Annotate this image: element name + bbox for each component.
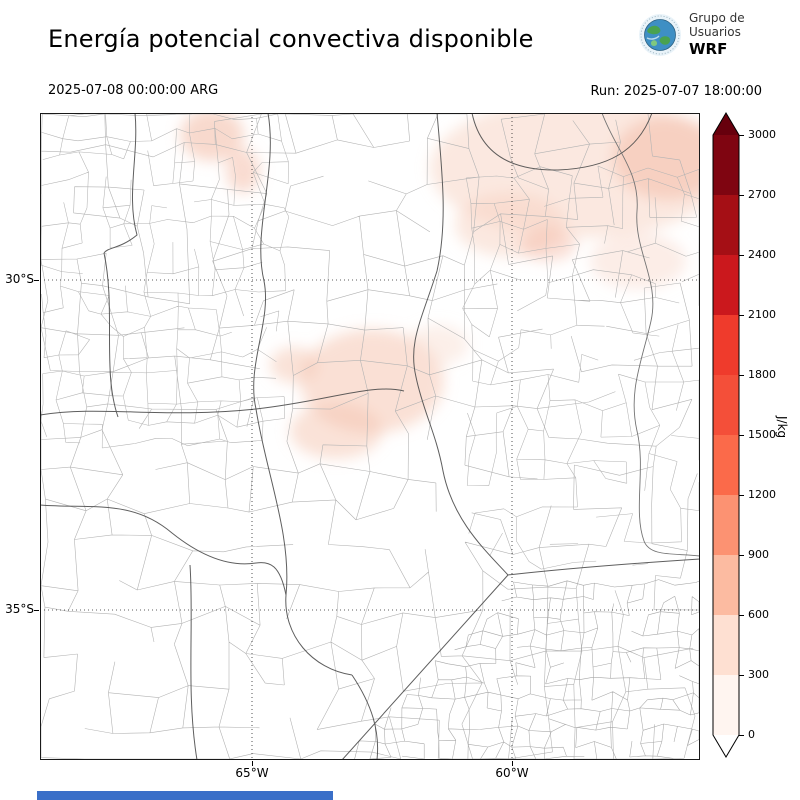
colorbar-tick-label: 1800 [748,368,776,381]
cape-shading-layer [180,113,700,459]
lon-label-60w: 60°W [495,766,529,780]
colorbar-tick-label: 2700 [748,188,776,201]
colorbar-tick-label: 2400 [748,248,776,261]
department-boundaries-mesh [40,113,700,760]
mesh-lines [40,113,699,760]
colorbar-tick-label: 1500 [748,428,776,441]
logo-text: Grupo de Usuarios WRF [689,11,745,58]
colorbar-tick-mark [739,135,744,136]
map-frame [40,113,700,760]
colorbar-segment [713,435,739,495]
colorbar-tick-mark [739,255,744,256]
logo-line-1: Grupo de [689,11,745,25]
colorbar-tick-label: 0 [748,728,755,741]
colorbar-tick-mark [739,555,744,556]
colorbar-segment [713,615,739,675]
colorbar-segment [713,555,739,615]
colorbar-tick-mark [739,435,744,436]
colorbar-segment [713,195,739,255]
colorbar-tick-label: 900 [748,548,769,561]
map-container [40,113,700,760]
colorbar-tick-mark [739,195,744,196]
colorbar-tick-label: 300 [748,668,769,681]
colorbar-segment [713,495,739,555]
colorbar-tick-label: 600 [748,608,769,621]
colorbar-segment [713,135,739,195]
lon-label-65w: 65°W [235,766,269,780]
colorbar-segment [713,315,739,375]
colorbar-tick-label: 3000 [748,128,776,141]
province-boundaries [40,113,700,760]
colorbar-over-arrow [713,113,739,135]
colorbar-tick-mark [739,315,744,316]
colorbar-unit-label: J/kg [775,416,789,439]
lat-tick-mark-35s [34,610,39,611]
wrf-users-group-logo: Grupo de Usuarios WRF [638,11,745,58]
lat-tick-mark-30s [34,280,39,281]
lon-tick-mark-65w [252,761,253,766]
colorbar-segment [713,255,739,315]
river-line [601,113,700,557]
colorbar-segments [713,135,739,735]
mesh-lines [354,579,700,760]
colorbar [712,112,740,758]
colorbar-tick-mark [739,735,744,736]
lon-tick-mark-60w [512,761,513,766]
colorbar-segment [713,675,739,735]
colorbar-tick-mark [739,675,744,676]
colorbar-tick-label: 1200 [748,488,776,501]
footer-accent-bar [37,791,333,800]
run-time-label: Run: 2025-07-07 18:00:00 [590,84,762,99]
globe-icon [639,13,681,56]
logo-line-2: Usuarios [689,24,741,39]
map-plot [40,113,700,760]
lat-label-35s: 35°S [5,602,34,616]
mesh-lines [40,113,290,449]
colorbar-tick-label: 2100 [748,308,776,321]
colorbar-tick-mark [739,375,744,376]
page-title: Energía potencial convectiva disponible [48,25,534,53]
mesh-lines [462,165,700,570]
colorbar-segment [713,375,739,435]
colorbar-tick-mark [739,495,744,496]
valid-time-label: 2025-07-08 00:00:00 ARG [48,83,219,98]
logo-line-3: WRF [689,39,728,58]
colorbar-under-arrow [713,735,739,757]
colorbar-tick-mark [739,615,744,616]
lat-label-30s: 30°S [5,272,34,286]
